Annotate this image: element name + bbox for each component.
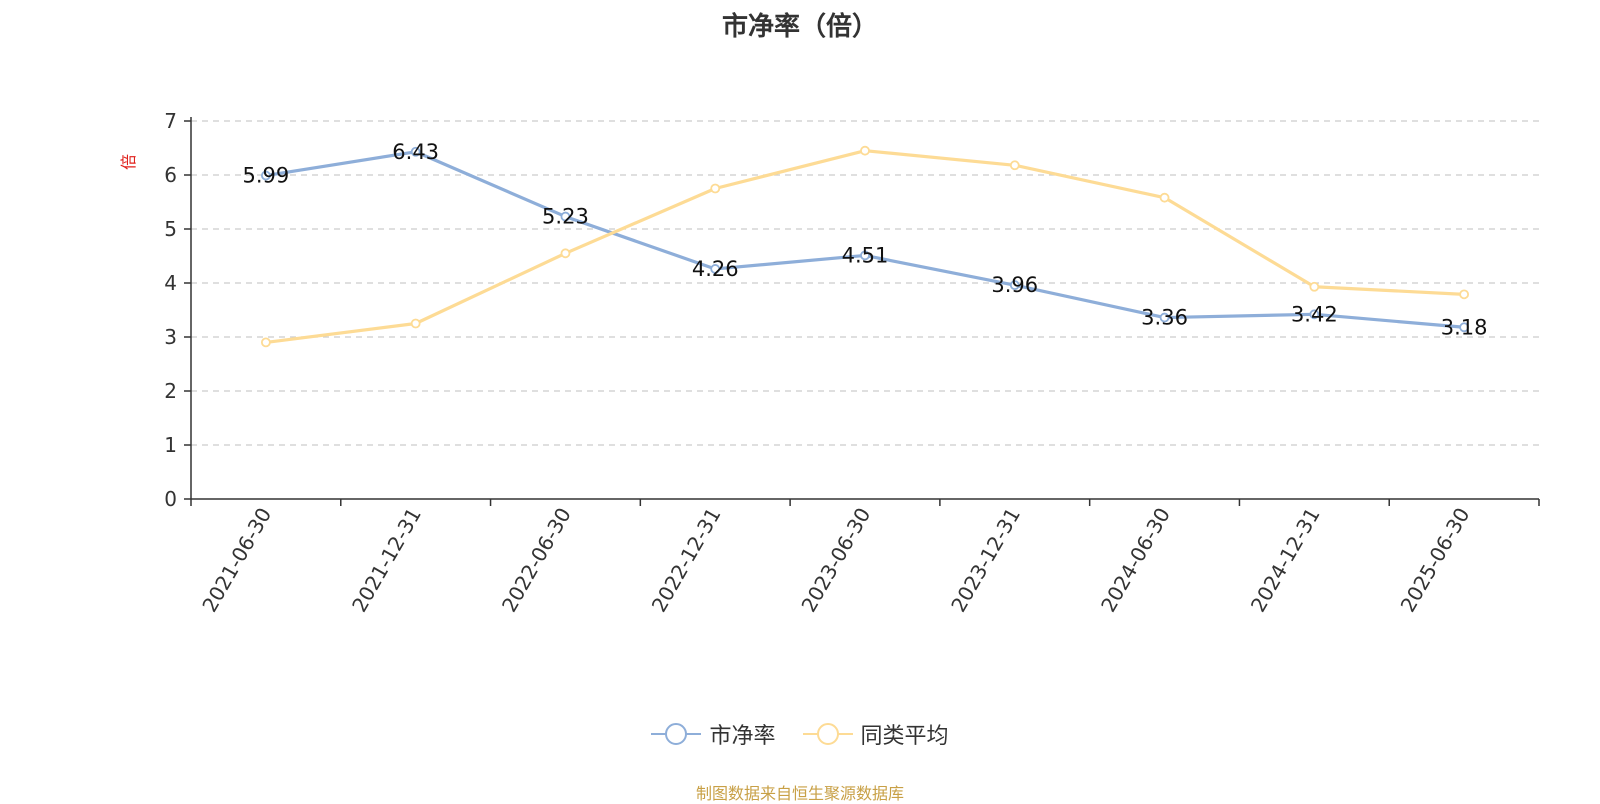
x-tick-label: 2024-12-31 [1246,504,1325,617]
axes: 0 1 2 3 4 5 6 7 2021-06-30 2021-12-31 2022-06-30 20… [164,109,1540,617]
y-tick-label: 4 [164,271,177,295]
x-tick-label: 2021-06-30 [197,504,276,617]
series-1-point [410,318,421,329]
x-tick-label: 2024-06-30 [1096,504,1175,617]
series-line-0 [265,150,1465,329]
y-tick-label: 5 [164,217,177,241]
data-label: 5.23 [542,205,589,229]
grid-lines [191,120,1539,446]
series-lines [260,145,1470,348]
legend-item-series-1[interactable]: 同类平均 [802,718,949,750]
data-label: 4.26 [692,257,739,281]
x-tick-label: 2025-06-30 [1396,504,1475,617]
series-1-point [560,248,571,259]
y-tick-label: 7 [164,109,177,133]
series-0-point [1459,322,1470,333]
data-label: 4.51 [842,243,889,267]
y-tick-label: 3 [164,325,177,349]
series-0-point [260,170,271,181]
data-label: 3.42 [1291,302,1338,326]
series-0-point [1309,309,1320,320]
legend-label-series-0: 市净率 [709,724,776,749]
y-tick-label: 2 [164,379,177,403]
source-note: 制图数据来自恒生聚源数据库 [695,784,904,803]
series-1-point [1309,281,1320,292]
y-tick-label: 0 [164,487,177,511]
legend: 市净率 同类平均 [0,718,1600,753]
y-axis-unit-label: 倍 [119,154,138,170]
series-0-point [410,146,421,157]
x-tick-label: 2022-12-31 [647,504,726,617]
data-label: 3.36 [1141,306,1188,330]
series-1-point [1159,192,1170,203]
series-1-point [1459,289,1470,300]
series-1-point [260,337,271,348]
x-tick-label: 2023-06-30 [796,504,875,617]
data-labels: 5.99 6.43 5.23 4.26 4.51 3.96 3.36 3.42 3.18 [243,140,1488,340]
x-tick-label: 2022-06-30 [497,504,576,617]
series-1-point [710,183,721,194]
series-1-point [860,145,870,156]
series-0-point [1009,280,1020,291]
data-label: 5.99 [243,164,290,188]
legend-marker-series-1-icon [802,723,853,745]
series-0-point [560,211,571,222]
y-tick-label: 6 [164,163,177,187]
series-0-point [710,264,721,274]
data-label: 3.18 [1441,315,1488,339]
y-tick-label: 1 [164,433,177,457]
chart-title: 市净率（倍） [721,12,878,42]
data-label: 3.96 [991,273,1038,297]
legend-marker-series-0-icon [651,723,702,745]
x-tick-label: 2023-12-31 [946,504,1025,617]
series-1-point [1009,160,1020,171]
data-label: 6.43 [392,140,439,164]
legend-item-series-0[interactable]: 市净率 [651,718,776,750]
x-tick-label: 2021-12-31 [347,504,426,617]
series-0-point [860,250,870,261]
series-0-point [1159,312,1170,323]
legend-label-series-1: 同类平均 [860,724,949,749]
